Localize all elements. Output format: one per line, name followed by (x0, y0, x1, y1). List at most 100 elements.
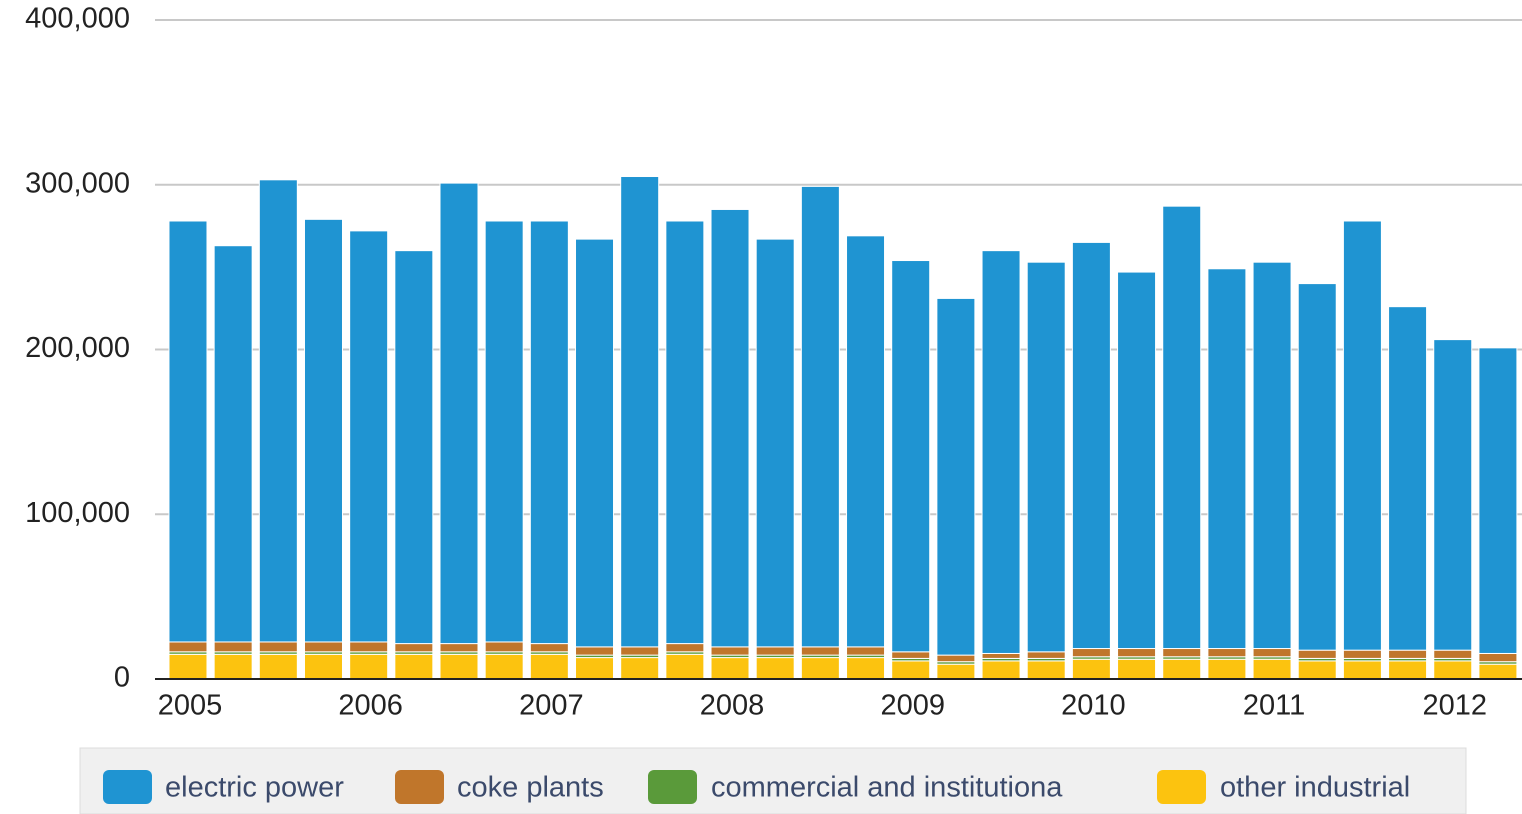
bar-segment (1478, 652, 1518, 663)
bar-segment (755, 657, 795, 680)
bar-segment (213, 653, 253, 680)
bar-segment (755, 646, 795, 656)
bar-segment (1478, 663, 1518, 680)
x-tick-label: 2008 (700, 690, 765, 722)
bar-segment (168, 220, 208, 643)
legend-label: commercial and institutiona (711, 772, 1063, 804)
bar-segment (1388, 660, 1428, 680)
bar-segment (258, 653, 298, 680)
bar-segment (1342, 660, 1382, 680)
bar-segment (1026, 651, 1066, 659)
bar-segment (484, 220, 524, 643)
bar-segment (936, 654, 976, 663)
x-tick-label: 2006 (338, 690, 403, 722)
bar-segment (936, 663, 976, 680)
bar-segment (981, 660, 1021, 680)
bar-segment (800, 185, 840, 648)
x-tick-label: 2009 (880, 690, 945, 722)
y-tick-label: 100,000 (25, 497, 130, 529)
x-tick-label: 2007 (519, 690, 584, 722)
x-tick-label: 2012 (1422, 690, 1487, 722)
bar-segment (1071, 658, 1111, 680)
bar-segment (575, 238, 615, 648)
bar-segment (620, 646, 660, 656)
bar-segment (710, 657, 750, 680)
y-tick-label: 300,000 (25, 167, 130, 199)
bar-segment (1433, 649, 1473, 659)
bar-segment (439, 653, 479, 680)
bar-segment (349, 230, 389, 643)
legend-swatch (648, 770, 697, 804)
bar-segment (1162, 648, 1202, 658)
bar-segment (1117, 271, 1157, 650)
bar-segment (575, 646, 615, 656)
legend-swatch (1157, 770, 1206, 804)
bar-segment (891, 260, 931, 653)
bar-segment (710, 208, 750, 648)
bar-segment (1388, 649, 1428, 659)
legend-label: coke plants (457, 772, 604, 804)
bar-segment (891, 660, 931, 680)
legend-swatch (103, 770, 152, 804)
bar-segment (213, 641, 253, 653)
bar-segment (1297, 649, 1337, 659)
bar-segment (303, 218, 343, 643)
bar-segment (1207, 648, 1247, 658)
bar-segment (800, 646, 840, 656)
bar-segment (1071, 648, 1111, 658)
bar-segment (846, 657, 886, 680)
bar-segment (981, 652, 1021, 659)
bar-segment (1117, 648, 1157, 658)
bar-segment (484, 641, 524, 653)
bar-segment (1207, 658, 1247, 680)
bar-segment (575, 657, 615, 680)
x-tick-label: 2011 (1243, 690, 1305, 722)
bar-segment (394, 250, 434, 645)
bar-segment (1433, 660, 1473, 680)
legend-label: electric power (165, 772, 344, 804)
bar-segment (755, 238, 795, 648)
x-tick-label: 2005 (158, 690, 223, 722)
bar-segment (1297, 283, 1337, 651)
bar-segment (1342, 649, 1382, 659)
bar-segment (800, 657, 840, 680)
bar-segment (1207, 268, 1247, 650)
bar-segment (439, 182, 479, 645)
bar-segment (258, 641, 298, 653)
bar-segment (665, 653, 705, 680)
y-tick-label: 0 (114, 662, 130, 694)
bar-segment (665, 220, 705, 645)
bar-segment (394, 653, 434, 680)
bar-segment (1252, 261, 1292, 650)
bar-segment (303, 653, 343, 680)
bar-segment (484, 653, 524, 680)
bar-segment (529, 653, 569, 680)
bar-segment (1252, 648, 1292, 658)
bar-segment (1162, 205, 1202, 650)
y-tick-label: 400,000 (25, 3, 130, 35)
bar-segment (981, 250, 1021, 654)
bar-segment (846, 646, 886, 656)
bar-segment (394, 643, 434, 653)
bar-segment (1433, 339, 1473, 651)
bar-segment (529, 220, 569, 645)
legend-box (79, 747, 1467, 814)
bar-segment (1252, 658, 1292, 680)
bar-segment (846, 235, 886, 648)
bar-segment (1026, 660, 1066, 680)
bar-segment (1342, 220, 1382, 651)
bar-segment (1162, 658, 1202, 680)
bar-segment (620, 657, 660, 680)
bar-segment (620, 176, 660, 648)
bar-segment (349, 653, 389, 680)
bar-segment (349, 641, 389, 653)
bar-segment (303, 641, 343, 653)
x-tick-label: 2010 (1061, 690, 1126, 722)
bar-segment (213, 245, 253, 643)
bar-segment (1117, 658, 1157, 680)
bar-segment (258, 179, 298, 643)
bar-segment (710, 646, 750, 656)
bar-segment (1478, 347, 1518, 654)
bar-segment (529, 643, 569, 653)
